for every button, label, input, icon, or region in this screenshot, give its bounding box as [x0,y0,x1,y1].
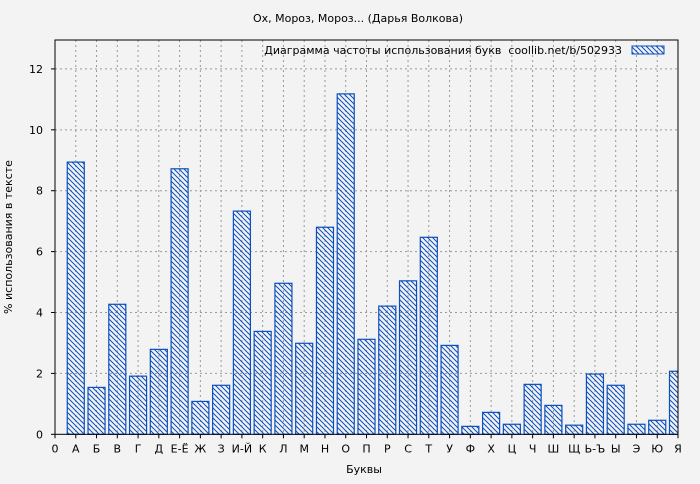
bar-Ш [544,404,563,435]
bar-А [66,161,85,435]
bar-Щ [565,424,584,435]
bar-З [212,384,231,435]
x-tick-label: Ч [529,442,537,455]
bar-К [253,330,272,435]
y-tick-label: 10 [29,124,43,137]
bar-Г [128,375,148,435]
bar-П [357,338,376,435]
x-tick-label: Н [321,442,329,455]
legend-label: Диаграмма частоты использования букв coo… [264,44,622,57]
bar-М [295,342,314,435]
bar-Ю [648,419,667,435]
bar-Н [315,226,335,435]
bar-Ц [502,423,521,435]
x-tick-label: Б [93,442,101,455]
bar-Ь-Ъ [585,373,605,435]
bar-Е-Ё [170,168,189,435]
bar-Д [149,348,168,435]
x-tick-label: С [404,442,412,455]
bar-Ф [461,425,480,435]
x-tick-label: Л [279,442,287,455]
x-tick-label: З [218,442,225,455]
x-tick-label: Т [424,442,432,455]
x-tick-label: Р [384,442,391,455]
chart-title: Ох, Мороз, Мороз... (Дарья Волкова) [253,12,463,25]
x-tick-label: А [72,442,80,455]
y-tick-label: 4 [36,307,43,320]
bar-Ы [606,384,625,435]
bar-Б [87,386,106,435]
bar-Э [627,423,646,435]
legend-swatch [631,45,665,55]
x-tick-label: Щ [568,442,580,455]
x-tick-label: Ш [548,442,560,455]
y-axis-label: % использования в тексте [2,160,15,314]
x-tick-label: И-Й [232,442,252,455]
bar-О [336,93,355,435]
x-tick-label: О [341,442,350,455]
x-tick-label: Я [674,442,682,455]
bar-Т [419,236,438,435]
x-tick-label: Ю [651,442,663,455]
x-tick-label: Э [633,442,641,455]
y-tick-label: 2 [36,367,43,380]
bar-У [440,344,459,435]
y-tick-label: 0 [36,428,43,441]
x-tick-label: К [259,442,267,455]
x-tick-label: Д [155,442,164,455]
y-tick-label: 8 [36,185,43,198]
x-tick-label: Ц [508,442,517,455]
x-tick-label: 0 [52,442,59,455]
bar-В [108,303,127,435]
x-tick-label: П [362,442,370,455]
y-tick-label: 12 [29,63,43,76]
x-tick-label: Е-Ё [171,442,189,455]
bar-С [398,280,418,435]
x-tick-label: Ь-Ъ [585,442,606,455]
bar-Ж [191,400,210,435]
x-tick-label: Г [135,442,142,455]
x-tick-label: В [114,442,122,455]
x-tick-label: М [299,442,309,455]
legend: Диаграмма частоты использования букв coo… [264,44,665,57]
grid [55,40,679,435]
bar-Л [274,282,293,435]
x-tick-label: У [446,442,453,455]
x-tick-label: Ы [611,442,621,455]
bar-Х [481,411,501,435]
bars [66,93,678,435]
y-tick-label: 6 [36,246,43,259]
x-tick-label: Х [487,442,495,455]
bar-И-Й [232,210,252,435]
x-axis-label: Буквы [346,463,382,476]
x-tick-label: Ж [194,442,206,455]
x-tick-label: Ф [466,442,475,455]
bar-Ч [523,383,542,435]
bar-Р [378,305,397,435]
